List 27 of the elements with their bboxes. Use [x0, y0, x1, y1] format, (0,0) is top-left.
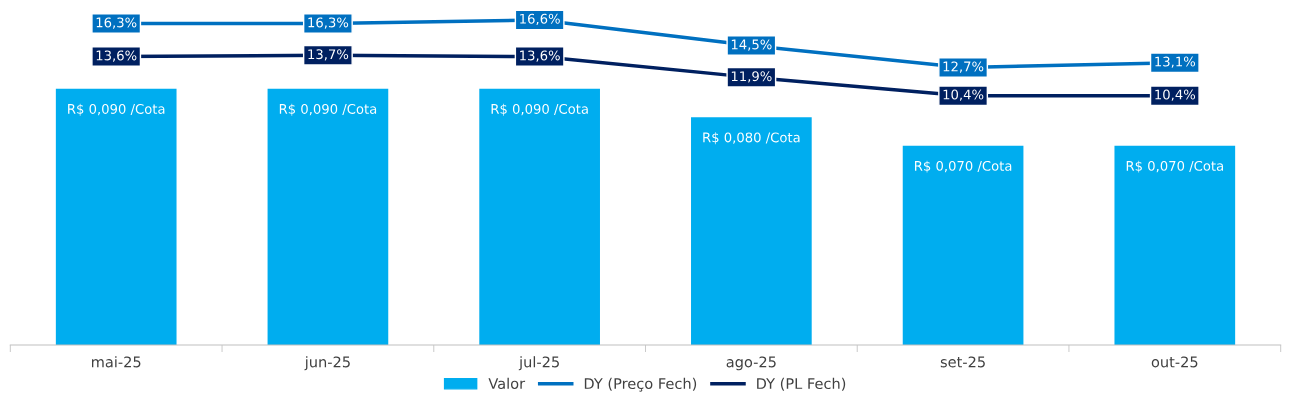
data-label: 13,1% — [1155, 56, 1196, 68]
data-label: 14,5% — [731, 39, 772, 51]
x-tick-label: out-25 — [1151, 356, 1198, 368]
data-label: 11,9% — [731, 71, 772, 83]
data-label: R$ 0,090 /Cota — [491, 103, 588, 116]
data-label: 13,6% — [96, 50, 137, 62]
data-label: 13,6% — [520, 50, 560, 62]
legend-label: Valor — [488, 377, 526, 390]
x-tick-label: mai-25 — [92, 356, 141, 368]
data-label: R$ 0,090 /Cota — [68, 103, 165, 116]
data-label: R$ 0,090 /Cota — [279, 103, 377, 116]
x-tick-label: jul-25 — [518, 356, 559, 371]
data-label: 12,7% — [943, 61, 984, 73]
data-label: 16,6% — [520, 13, 560, 26]
x-tick-label: ago-25 — [726, 356, 776, 371]
data-label: 10,4% — [1155, 89, 1196, 101]
x-tick-label: set-25 — [940, 356, 985, 368]
data-label: R$ 0,080 /Cota — [703, 132, 800, 145]
data-label: 13,7% — [308, 49, 349, 61]
legend-label: DY (Preço Fech) — [584, 377, 697, 392]
data-label: 16,3% — [308, 17, 349, 29]
data-label: 16,3% — [96, 17, 137, 29]
data-label: R$ 0,070 /Cota — [1126, 160, 1223, 173]
data-label: R$ 0,070 /Cota — [915, 160, 1012, 173]
data-label: 10,4% — [943, 89, 984, 101]
legend-label: DY (PL Fech) — [757, 377, 846, 391]
x-tick-label: jun-25 — [304, 356, 350, 371]
